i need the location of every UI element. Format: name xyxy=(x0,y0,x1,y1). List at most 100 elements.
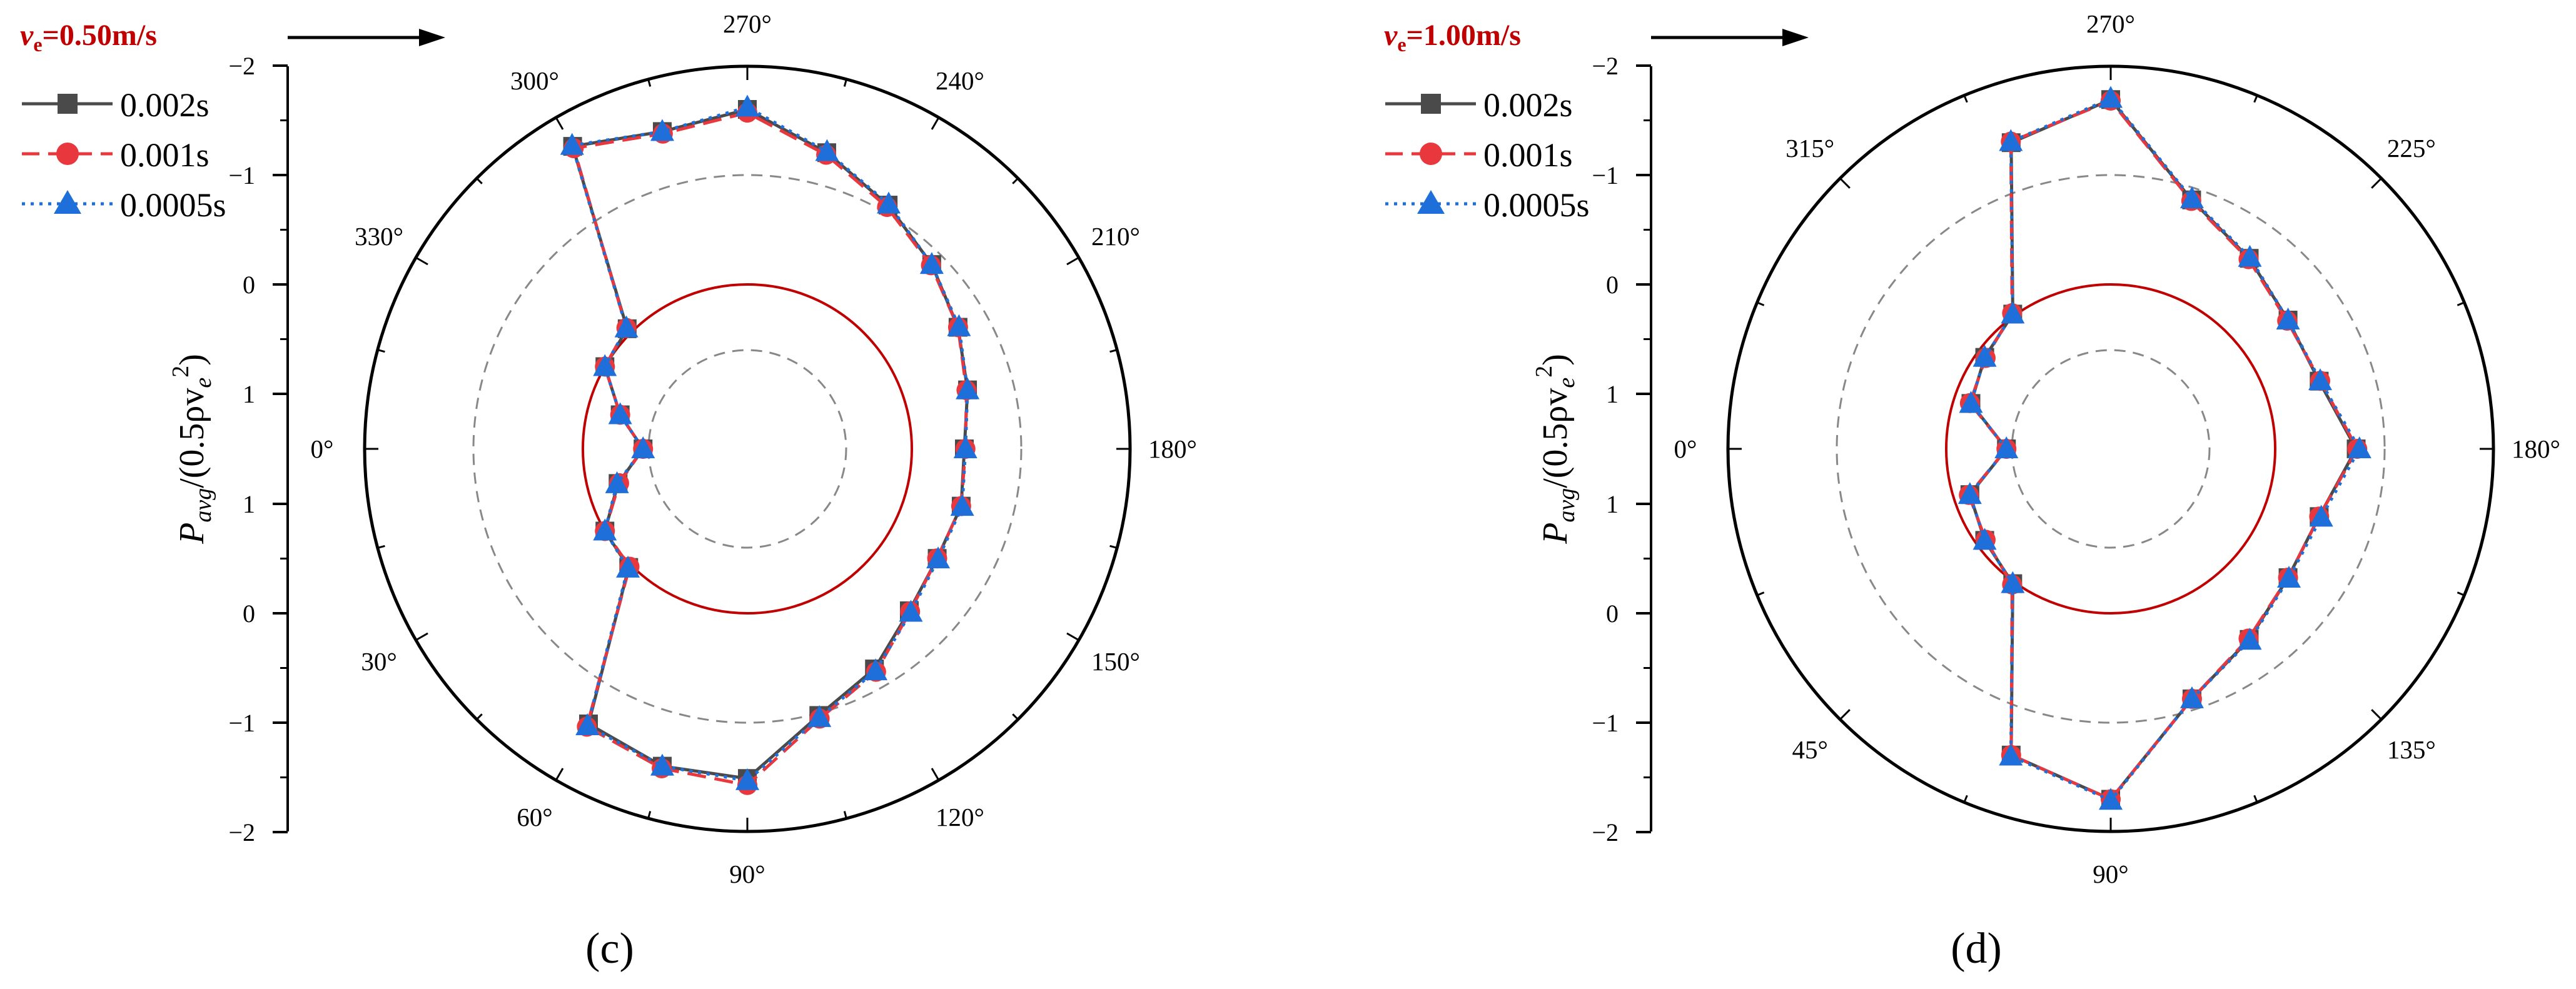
data-point-triangle xyxy=(2238,628,2262,650)
data-point-triangle xyxy=(735,94,759,117)
y-axis-label: Pavg/(0.5ρve2) xyxy=(168,354,216,545)
angular-tick xyxy=(1757,591,1765,596)
legend-label-2: 0.0005s xyxy=(120,186,226,224)
legend-marker-square xyxy=(58,94,78,114)
angle-label: 90° xyxy=(729,860,765,888)
data-point-triangle xyxy=(1972,528,1997,550)
data-point-triangle xyxy=(864,658,887,681)
data-point-triangle xyxy=(926,546,951,569)
data-point-triangle xyxy=(1959,391,1983,413)
flow-direction-arrow-head xyxy=(1782,29,1809,46)
legend-marker-square xyxy=(1421,94,1441,114)
angular-tick xyxy=(1012,178,1019,184)
angular-tick xyxy=(843,811,847,819)
data-point-triangle xyxy=(2238,244,2262,267)
angle-label: 45° xyxy=(1792,735,1827,764)
angle-label: 120° xyxy=(936,803,984,831)
angular-tick xyxy=(1963,795,1968,803)
angular-tick xyxy=(2457,301,2465,306)
data-point-triangle xyxy=(2347,436,2371,458)
angular-tick xyxy=(931,768,940,781)
data-point-triangle xyxy=(807,705,832,727)
radial-tick-label: 0 xyxy=(1606,271,1619,299)
data-point-triangle xyxy=(2309,505,2333,527)
angular-tick xyxy=(647,79,652,87)
data-point-triangle xyxy=(1994,436,2019,458)
data-point-triangle xyxy=(560,133,584,155)
legend: 0.002s 0.001s 0.0005s xyxy=(1385,86,1590,224)
velocity-label: ve=0.50m/s xyxy=(20,19,157,56)
zero-reference-circle xyxy=(582,283,913,615)
data-point-triangle xyxy=(953,436,977,458)
angular-tick xyxy=(2457,591,2465,596)
radial-tick-label: 1 xyxy=(243,490,255,518)
data-point-triangle xyxy=(815,139,839,161)
legend-label-2: 0.0005s xyxy=(1483,186,1590,224)
series-line-0 xyxy=(1968,98,2358,801)
data-point-triangle xyxy=(1957,482,1982,505)
velocity-label: ve=1.00m/s xyxy=(1384,19,1521,56)
zero-reference-circle xyxy=(1945,283,2276,615)
angular-tick xyxy=(415,632,428,641)
angular-tick xyxy=(1839,709,1851,720)
data-point-triangle xyxy=(919,252,944,274)
data-point-triangle xyxy=(950,494,974,516)
data-point-triangle xyxy=(593,518,617,541)
angular-tick xyxy=(1757,301,1765,306)
series-group xyxy=(1957,86,2371,810)
angular-tick xyxy=(1066,256,1079,266)
legend-entry-1: 0.001s xyxy=(1385,136,1573,174)
angle-label: 315° xyxy=(1786,134,1834,163)
data-point-triangle xyxy=(1999,743,2023,766)
legend-entry-0: 0.002s xyxy=(1385,86,1573,124)
angular-tick xyxy=(377,349,385,353)
angle-label: 180° xyxy=(1148,434,1197,463)
angle-label: 270° xyxy=(2086,9,2135,38)
data-point-triangle xyxy=(593,354,617,376)
radial-tick-label: −2 xyxy=(228,818,255,846)
legend-entry-2: 0.0005s xyxy=(1385,186,1590,224)
series-line-1 xyxy=(1967,98,2360,801)
legend-entry-0: 0.002s xyxy=(22,86,210,124)
angle-label: 270° xyxy=(723,9,772,38)
data-point-triangle xyxy=(631,436,655,458)
angle-label: 0° xyxy=(1674,434,1697,463)
angular-tick xyxy=(2253,795,2258,803)
radial-tick-label: 1 xyxy=(243,380,255,408)
series-group xyxy=(560,94,980,795)
angular-tick xyxy=(476,713,483,720)
data-point-triangle xyxy=(877,191,901,214)
data-point-triangle xyxy=(899,600,923,622)
legend-label-1: 0.001s xyxy=(1483,136,1573,174)
legend-marker-circle xyxy=(1420,143,1442,165)
data-point-triangle xyxy=(575,713,600,735)
dashed-reference-circle xyxy=(1836,174,2386,724)
data-point-triangle xyxy=(650,753,674,776)
radial-tick-label: 1 xyxy=(1606,380,1619,408)
radial-tick-label: −1 xyxy=(228,161,255,189)
legend-marker-triangle xyxy=(54,190,81,214)
legend-entry-2: 0.0005s xyxy=(22,186,226,224)
angular-tick xyxy=(555,768,564,781)
radial-tick-label: 0 xyxy=(243,600,255,628)
angular-tick xyxy=(2371,178,2382,189)
radial-tick-label: 0 xyxy=(243,271,255,299)
data-point-triangle xyxy=(2099,788,2123,810)
angle-label: 90° xyxy=(2093,860,2128,888)
data-point-triangle xyxy=(2001,571,2025,593)
radial-tick-label: −2 xyxy=(1592,52,1619,80)
radial-tick-label: −2 xyxy=(1592,818,1619,846)
angular-tick xyxy=(2253,95,2258,103)
polar-plot xyxy=(363,64,1132,833)
angle-label: 210° xyxy=(1091,222,1140,251)
angle-label: 300° xyxy=(510,66,559,95)
angular-tick xyxy=(555,117,564,130)
data-point-triangle xyxy=(2308,368,2333,391)
data-point-triangle xyxy=(2276,566,2301,588)
legend-label-0: 0.002s xyxy=(1483,86,1573,124)
angular-tick xyxy=(1839,178,1851,189)
radial-tick-label: −1 xyxy=(1592,709,1619,737)
angular-tick xyxy=(931,117,940,130)
y-axis-label: Pavg/(0.5ρve2) xyxy=(1531,354,1580,545)
